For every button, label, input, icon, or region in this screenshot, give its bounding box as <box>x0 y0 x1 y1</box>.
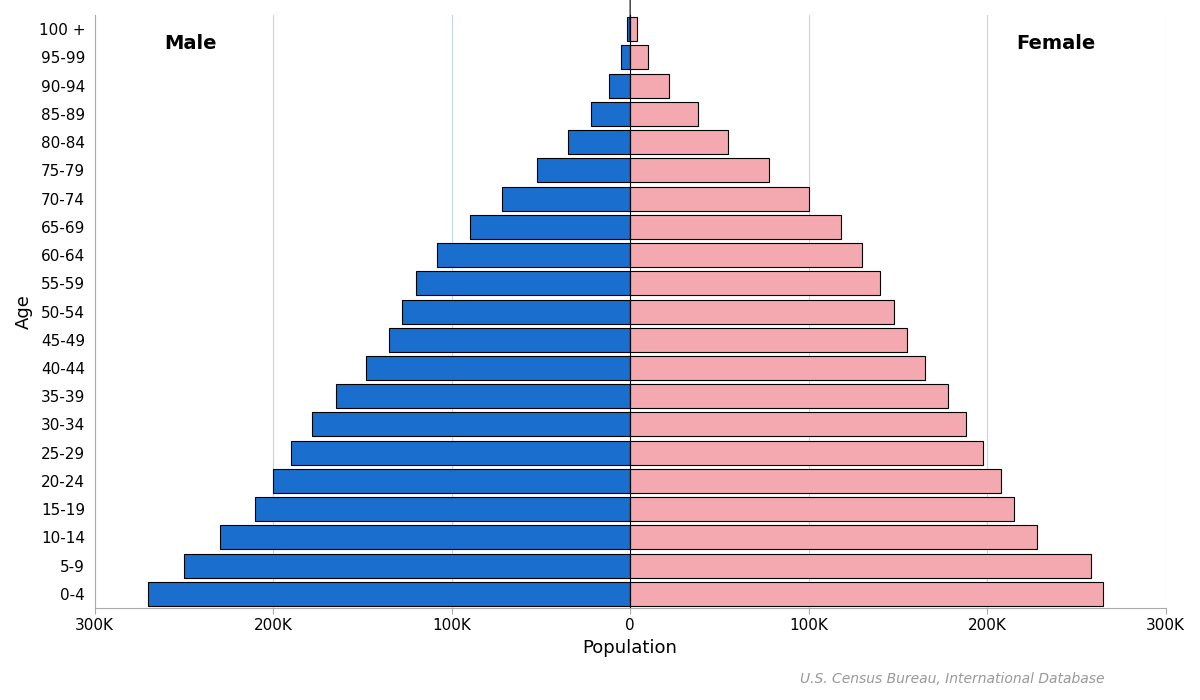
X-axis label: Population: Population <box>583 639 678 657</box>
Bar <box>538 158 630 182</box>
Bar <box>630 187 809 211</box>
Bar <box>630 17 637 41</box>
Text: Female: Female <box>1016 34 1096 52</box>
Bar <box>630 215 841 239</box>
Bar <box>630 102 698 126</box>
Bar <box>312 412 630 437</box>
Bar <box>630 356 924 380</box>
Bar <box>256 497 630 522</box>
Bar <box>220 526 630 550</box>
Bar <box>630 46 648 69</box>
Bar <box>626 17 630 41</box>
Text: Male: Male <box>164 34 217 52</box>
Bar <box>630 469 1001 493</box>
Bar <box>336 384 630 408</box>
Bar <box>630 130 728 154</box>
Bar <box>274 469 630 493</box>
Bar <box>184 554 630 578</box>
Bar <box>438 243 630 267</box>
Bar <box>630 272 880 295</box>
Bar <box>630 441 984 465</box>
Bar <box>416 272 630 295</box>
Bar <box>630 328 907 352</box>
Bar <box>590 102 630 126</box>
Bar <box>630 554 1091 578</box>
Y-axis label: Age: Age <box>14 294 32 329</box>
Bar <box>630 384 948 408</box>
Bar <box>292 441 630 465</box>
Bar <box>389 328 630 352</box>
Bar <box>469 215 630 239</box>
Bar <box>402 300 630 323</box>
Bar <box>608 74 630 97</box>
Bar <box>630 243 862 267</box>
Bar <box>630 300 894 323</box>
Bar <box>630 74 670 97</box>
Bar <box>622 46 630 69</box>
Bar <box>630 526 1037 550</box>
Bar <box>149 582 630 606</box>
Bar <box>366 356 630 380</box>
Bar <box>630 158 769 182</box>
Bar <box>568 130 630 154</box>
Bar <box>630 497 1014 522</box>
Bar <box>630 582 1103 606</box>
Text: U.S. Census Bureau, International Database: U.S. Census Bureau, International Databa… <box>799 672 1104 686</box>
Bar <box>630 412 966 437</box>
Bar <box>502 187 630 211</box>
